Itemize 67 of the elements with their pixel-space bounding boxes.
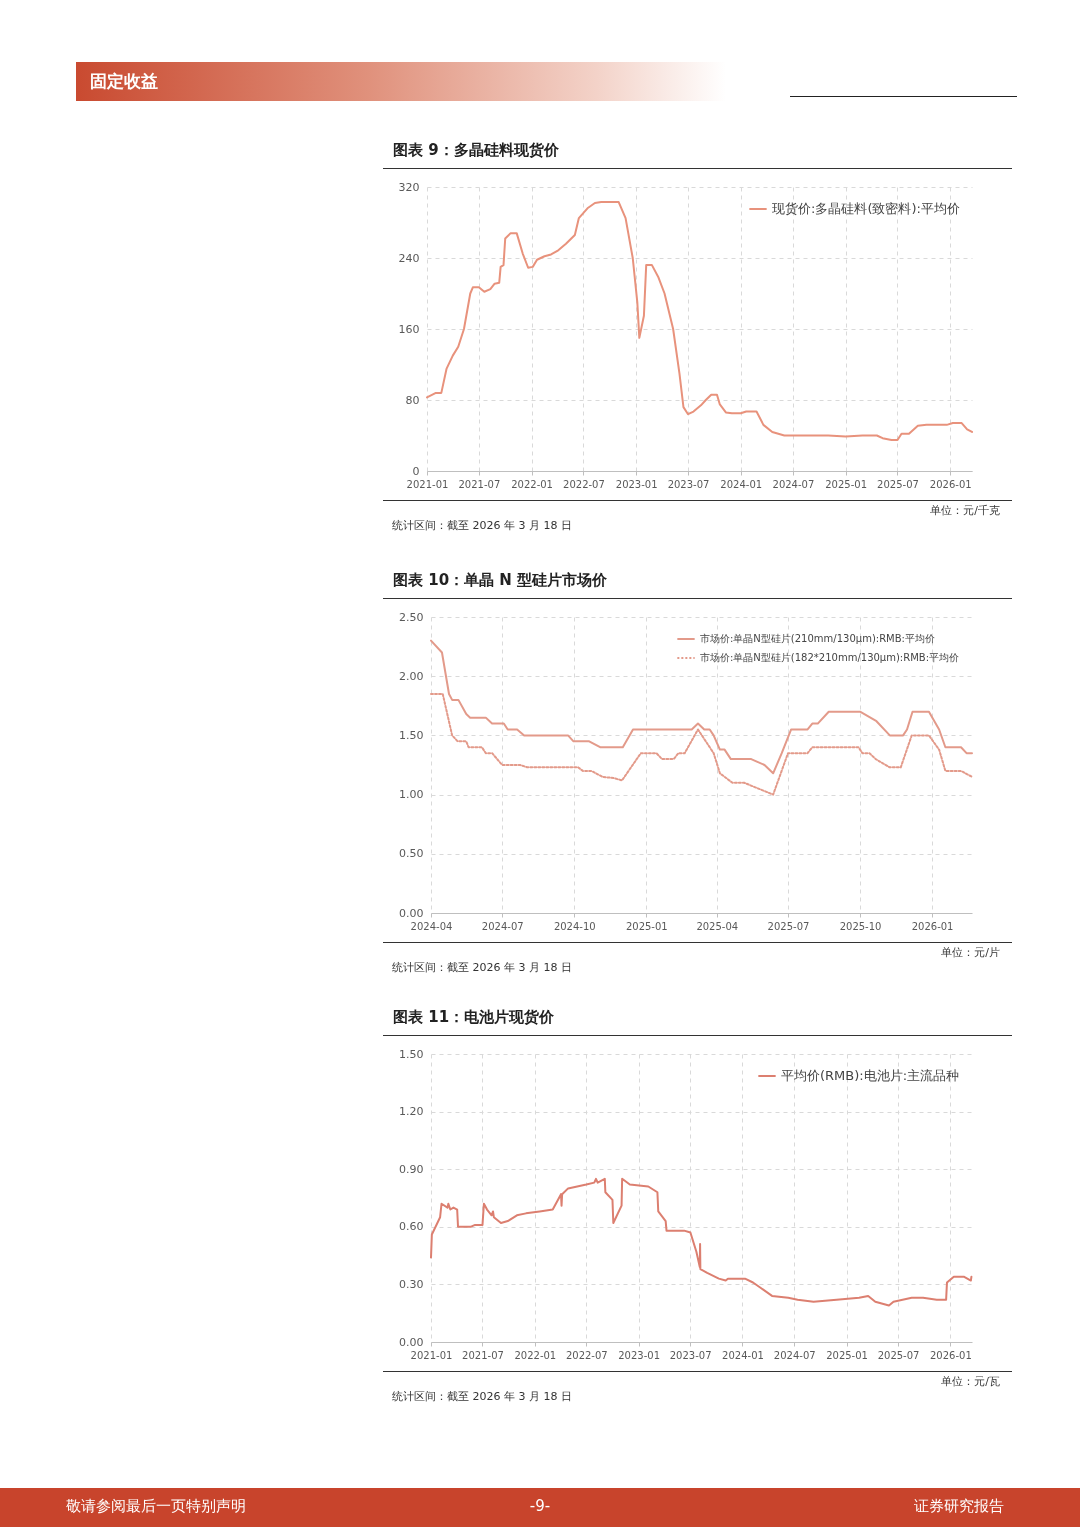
x-tick-label: 2025-01 (825, 478, 868, 490)
y-tick-label: 0.00 (399, 906, 424, 920)
x-tick-label: 2024-07 (772, 478, 815, 490)
y-tick-label: 240 (398, 251, 420, 265)
chart-title: 图表 11：电池片现货价 (393, 1008, 555, 1027)
x-tick-label: 2022-07 (563, 478, 605, 490)
x-tick-label: 2025-10 (839, 920, 882, 932)
y-tick-label: 0.30 (399, 1277, 424, 1291)
text: 单位：元/片 (941, 945, 1000, 960)
x-tick-label: 2024-07 (481, 920, 524, 932)
chart-title: 图表 10：单晶 N 型硅片市场价 (393, 571, 608, 590)
x-tick-label: 2025-01 (625, 920, 668, 932)
y-tick-label: 320 (398, 180, 420, 194)
y-tick-label: 2.50 (399, 610, 424, 624)
x-tick-label: 2022-01 (514, 1349, 557, 1361)
y-tick-label: 0.60 (399, 1220, 424, 1234)
legend-label: 现货价:多晶硅料(致密料):平均价 (772, 201, 960, 216)
x-tick-label: 2024-10 (553, 920, 596, 932)
x-tick-label: 2024-07 (773, 1349, 816, 1361)
text: 证券研究报告 (914, 1497, 1004, 1516)
y-tick-label: 1.20 (399, 1105, 424, 1119)
y-tick-label: 160 (398, 322, 420, 336)
x-tick-label: 2023-01 (615, 478, 658, 490)
text: 单位：元/瓦 (941, 1374, 1000, 1389)
y-tick-label: 80 (405, 393, 420, 407)
x-tick-label: 2026-01 (929, 1349, 972, 1361)
legend-label: 平均价(RMB):电池片:主流品种 (781, 1068, 960, 1083)
y-tick-label: 1.50 (399, 728, 424, 742)
x-tick-label: 2024-01 (722, 1349, 764, 1361)
text: 统计区间：截至 2026 年 3 月 18 日 (392, 518, 572, 533)
x-tick-label: 2025-01 (826, 1349, 868, 1361)
text: 单位：元/千克 (930, 503, 1000, 518)
x-tick-label: 2024-04 (410, 920, 453, 932)
y-tick-label: 2.00 (399, 669, 424, 683)
text: 统计区间：截至 2026 年 3 月 18 日 (392, 960, 572, 975)
y-tick-label: 0 (412, 464, 420, 478)
text: 固定收益 (90, 70, 158, 93)
x-tick-label: 2022-07 (565, 1349, 608, 1361)
y-tick-label: 0.00 (399, 1335, 424, 1349)
y-tick-label: 1.50 (399, 1047, 424, 1061)
x-tick-label: 2021-07 (462, 1349, 504, 1361)
legend-label: 市场价:单晶N型硅片(210mm/130μm):RMB:平均价 (700, 633, 935, 644)
x-tick-label: 2021-07 (458, 478, 501, 490)
y-tick-label: 0.90 (399, 1162, 424, 1176)
x-tick-label: 2026-01 (929, 478, 972, 490)
x-tick-label: 2025-04 (696, 920, 739, 932)
chart-title: 图表 9：多晶硅料现货价 (393, 141, 559, 160)
x-tick-label: 2023-07 (669, 1349, 712, 1361)
x-tick-label: 2021-01 (406, 478, 449, 490)
x-tick-label: 2023-01 (618, 1349, 661, 1361)
x-tick-label: 2021-01 (410, 1349, 453, 1361)
y-tick-label: 1.00 (399, 788, 424, 802)
x-tick-label: 2025-07 (877, 478, 919, 490)
text: -9- (528, 1497, 552, 1515)
x-tick-label: 2022-01 (511, 478, 553, 490)
line-series (430, 1177, 973, 1307)
text: 统计区间：截至 2026 年 3 月 18 日 (392, 1389, 572, 1404)
x-tick-label: 2024-01 (720, 478, 763, 490)
line-series (426, 201, 973, 441)
x-tick-label: 2025-07 (877, 1349, 920, 1361)
x-tick-label: 2026-01 (911, 920, 954, 932)
x-tick-label: 2025-07 (767, 920, 810, 932)
y-tick-label: 0.50 (399, 847, 424, 861)
legend-label: 市场价:单晶N型硅片(182*210mm/130μm):RMB:平均价 (700, 652, 960, 663)
text: 敬请参阅最后一页特别声明 (66, 1497, 246, 1516)
x-tick-label: 2023-07 (667, 478, 710, 490)
line-series (430, 692, 973, 796)
